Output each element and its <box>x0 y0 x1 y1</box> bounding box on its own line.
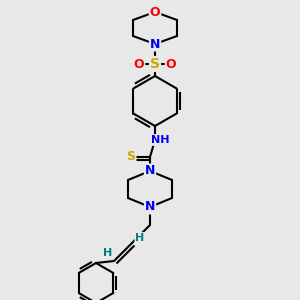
Text: O: O <box>150 5 160 19</box>
Text: H: H <box>103 248 112 258</box>
Text: N: N <box>145 164 155 178</box>
Text: N: N <box>150 38 160 50</box>
Text: N: N <box>145 200 155 214</box>
Text: O: O <box>166 58 176 70</box>
Text: O: O <box>134 58 144 70</box>
Text: H: H <box>135 233 145 243</box>
Text: S: S <box>127 151 136 164</box>
Text: S: S <box>150 57 160 71</box>
Text: NH: NH <box>151 135 169 145</box>
